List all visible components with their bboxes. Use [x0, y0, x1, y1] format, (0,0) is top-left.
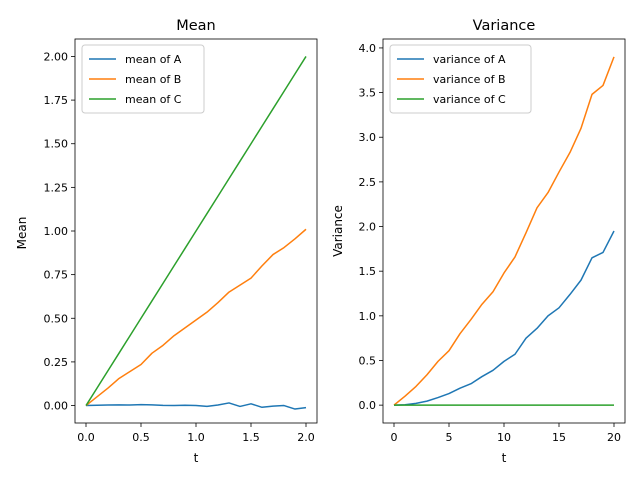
mean-chart: Mean t Mean 0.0 0.5 1.0 1.5 2.0 0.00 0.25 0.50 0… [15, 18, 318, 465]
variance-chart-ylabel: Variance [331, 205, 345, 257]
variance-chart-y-tick-label: 3.0 [359, 131, 377, 144]
variance-chart-x-tick-label: 5 [446, 431, 453, 444]
mean-chart-y-tick-label: 0.50 [44, 312, 69, 325]
variance-chart-legend-label: variance of B [433, 73, 506, 86]
mean-chart-title: Mean [176, 18, 216, 34]
mean-chart-ylabel: Mean [15, 217, 29, 250]
variance-chart-series-line-2 [393, 56, 615, 406]
variance-chart-x-tick-label: 15 [552, 431, 566, 444]
variance-chart-x-tick-label: 20 [607, 431, 621, 444]
variance-chart-y-tick-label: 2.5 [359, 176, 377, 189]
variance-chart-xlabel: t [502, 451, 507, 465]
variance-chart-legend-label: variance of A [433, 53, 506, 66]
variance-chart-legend-label: variance of C [433, 93, 506, 106]
mean-chart-x-tick-label: 1.5 [242, 431, 260, 444]
variance-chart-title: Variance [473, 18, 536, 34]
variance-chart-y-tick-label: 1.0 [359, 310, 377, 323]
variance-chart-x-tick-label: 10 [497, 431, 511, 444]
variance-chart-x-tick-label: 0 [391, 431, 398, 444]
mean-chart-series-line-2 [85, 228, 307, 407]
variance-chart-y-tick-label: 2.0 [359, 221, 377, 234]
mean-chart-series-line-1 [85, 402, 307, 410]
mean-chart-legend: mean of A mean of B mean of C [81, 44, 205, 114]
variance-chart-y-tick-label: 4.0 [359, 42, 377, 55]
mean-chart-y-tick-label: 2.00 [44, 50, 69, 63]
mean-chart-xlabel: t [194, 451, 199, 465]
mean-chart-series-line-3 [85, 56, 307, 406]
mean-chart-x-tick-label: 0.0 [77, 431, 95, 444]
mean-chart-x-tick-label: 2.0 [297, 431, 315, 444]
variance-chart: Variance t Variance 0 5 10 15 20 0.0 0.5 1.0 1.5… [331, 18, 626, 465]
mean-chart-y-tick-label: 0.00 [44, 400, 69, 413]
variance-chart-y-tick-label: 0.5 [359, 354, 377, 367]
variance-chart-y-tick-label: 3.5 [359, 87, 377, 100]
mean-chart-y-tick-label: 1.75 [44, 94, 69, 107]
mean-chart-x-tick-label: 1.0 [187, 431, 205, 444]
mean-chart-legend-label: mean of A [125, 53, 182, 66]
variance-chart-legend: variance of A variance of B variance of C [389, 44, 532, 114]
mean-chart-y-tick-label: 1.00 [44, 225, 69, 238]
mean-chart-y-tick-label: 1.50 [44, 138, 69, 151]
mean-chart-legend-label: mean of B [125, 73, 181, 86]
mean-chart-y-tick-label: 0.75 [44, 269, 69, 282]
mean-chart-y-tick-label: 0.25 [44, 356, 69, 369]
mean-chart-x-tick-label: 0.5 [132, 431, 150, 444]
mean-chart-legend-label: mean of C [125, 93, 182, 106]
variance-chart-series-line-1 [393, 230, 615, 406]
variance-chart-y-tick-label: 0.0 [359, 399, 377, 412]
mean-chart-y-tick-label: 1.25 [44, 181, 69, 194]
variance-chart-y-tick-label: 1.5 [359, 265, 377, 278]
